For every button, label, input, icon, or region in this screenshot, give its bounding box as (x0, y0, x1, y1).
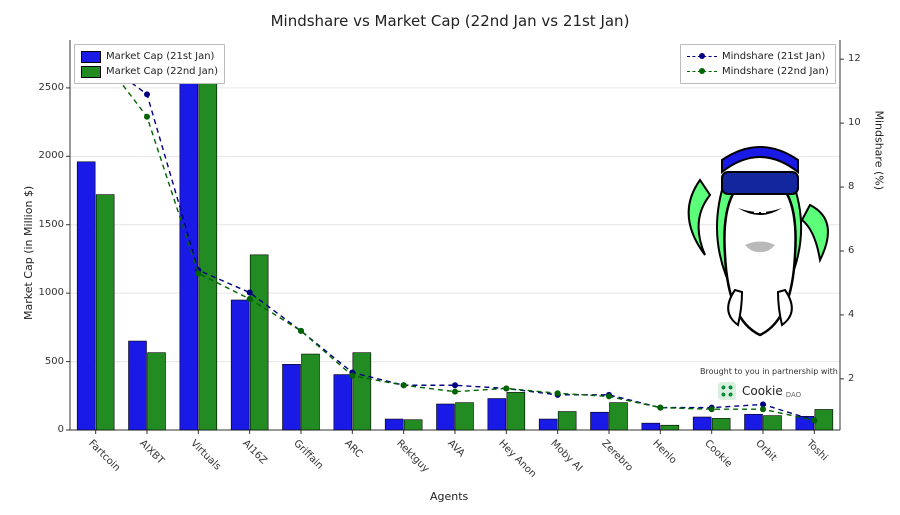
line-marker (606, 393, 612, 399)
bar (96, 195, 114, 430)
bar (693, 417, 711, 430)
bar (764, 416, 782, 430)
bar (129, 341, 147, 430)
y-right-tick: 12 (848, 53, 861, 64)
bar (456, 403, 474, 430)
line-marker (452, 382, 458, 388)
bar (815, 409, 833, 430)
bar (353, 353, 371, 430)
bar (250, 255, 268, 430)
line-marker (657, 405, 663, 411)
y-right-tick: 6 (848, 245, 854, 256)
y-right-tick: 4 (848, 309, 854, 320)
line-marker (247, 290, 253, 296)
line-marker (401, 382, 407, 388)
line-marker (452, 389, 458, 395)
bar (77, 162, 95, 430)
line-marker (247, 296, 253, 302)
cookie-brand-label: Cookie (742, 384, 783, 398)
legend-item: Market Cap (22nd Jan) (81, 64, 218, 79)
bar (231, 300, 249, 430)
cookie-brand-sub: DAO (786, 391, 801, 400)
bar (283, 364, 301, 430)
bar (661, 425, 679, 430)
bar (642, 423, 660, 430)
bar (334, 375, 352, 430)
y-right-tick: 8 (848, 181, 854, 192)
bar (385, 419, 403, 430)
bar (712, 418, 730, 430)
y-left-tick: 1500 (39, 219, 64, 230)
bar (507, 392, 525, 430)
bar (437, 404, 455, 430)
y-left-tick: 2500 (39, 82, 64, 93)
bar (488, 399, 506, 430)
bar (610, 403, 628, 430)
line-marker (144, 114, 150, 120)
y-right-tick: 2 (848, 373, 854, 384)
line-marker (709, 406, 715, 412)
y-left-tick: 500 (45, 356, 64, 367)
cookie-brand: Cookie DAO (718, 382, 801, 400)
line-marker (349, 373, 355, 379)
legend-lines: Mindshare (21st Jan)Mindshare (22nd Jan) (680, 44, 836, 84)
line-marker (811, 417, 817, 423)
bar (591, 412, 609, 430)
chart-root: Mindshare vs Market Cap (22nd Jan vs 21s… (0, 0, 900, 515)
legend-item: Mindshare (21st Jan) (687, 49, 829, 64)
line-marker (195, 270, 201, 276)
y-left-tick: 2000 (39, 150, 64, 161)
legend-bars: Market Cap (21st Jan)Market Cap (22nd Ja… (74, 44, 225, 84)
y-right-tick: 10 (848, 117, 861, 128)
line-marker (144, 91, 150, 97)
mascot-image (680, 120, 840, 350)
y-left-tick: 0 (58, 424, 64, 435)
line-marker (503, 385, 509, 391)
legend-item: Market Cap (21st Jan) (81, 49, 218, 64)
line-marker (298, 328, 304, 334)
cookie-icon (718, 382, 736, 400)
line-marker (760, 406, 766, 412)
bar (302, 354, 320, 430)
bar (180, 71, 198, 430)
line-marker (555, 390, 561, 396)
bar (558, 412, 576, 430)
attribution-text: Brought to you in partnership with (700, 367, 838, 376)
bar (148, 353, 166, 430)
y-left-tick: 1000 (39, 287, 64, 298)
bar (404, 420, 422, 430)
bar (539, 419, 557, 430)
bar (199, 54, 217, 430)
bar (745, 414, 763, 430)
legend-item: Mindshare (22nd Jan) (687, 64, 829, 79)
